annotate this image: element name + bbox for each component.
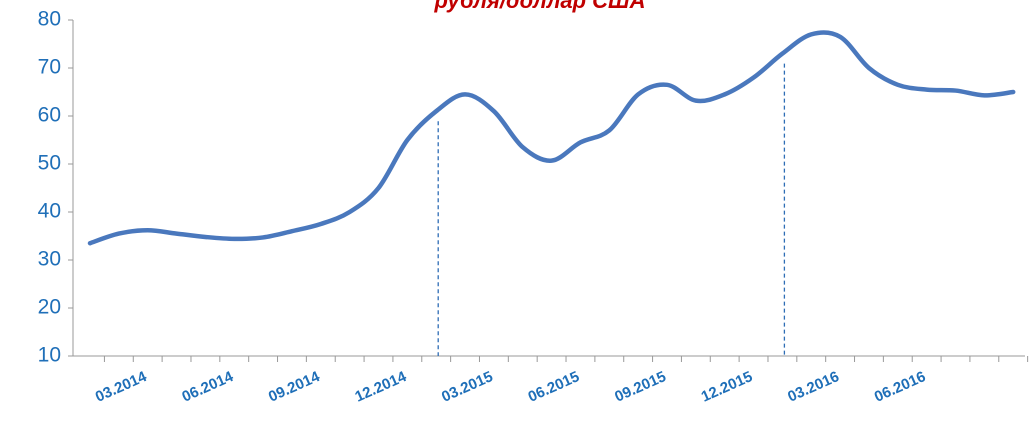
y-tick-label: 30: [38, 248, 61, 271]
y-tick-label: 80: [38, 8, 61, 31]
y-tick-label: 60: [38, 104, 61, 127]
x-tick-label: 09.2014: [266, 368, 323, 406]
y-tick-label: 40: [38, 200, 61, 223]
x-tick-label: 09.2015: [612, 368, 668, 406]
x-tick-label: 12.2015: [699, 368, 755, 406]
x-tick-label: 06.2015: [526, 368, 582, 406]
line-series: [87, 30, 1016, 246]
x-tick-label: 03.2015: [439, 368, 495, 406]
y-tick-label: 10: [38, 344, 61, 367]
x-tick-label: 12.2014: [353, 368, 410, 406]
x-tick-label: 06.2016: [872, 368, 928, 406]
x-tick-label: 06.2014: [179, 368, 236, 406]
chart-title: рубля/доллар США: [434, 0, 646, 13]
y-tick-label: 20: [38, 296, 61, 319]
y-tick-label: 70: [38, 56, 61, 79]
x-tick-label: 03.2014: [93, 368, 150, 406]
y-tick-label: 50: [38, 152, 61, 175]
x-tick-label: 03.2016: [785, 368, 841, 406]
